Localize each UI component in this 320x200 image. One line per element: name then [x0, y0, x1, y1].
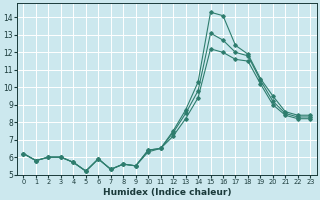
X-axis label: Humidex (Indice chaleur): Humidex (Indice chaleur): [103, 188, 231, 197]
